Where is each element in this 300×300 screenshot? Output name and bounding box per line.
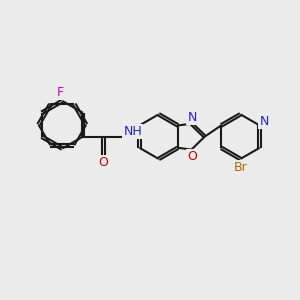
Text: N: N <box>260 115 269 128</box>
Text: F: F <box>56 86 64 99</box>
Text: Br: Br <box>234 161 248 174</box>
Text: N: N <box>187 111 197 124</box>
Text: O: O <box>98 156 108 169</box>
Text: NH: NH <box>124 125 142 138</box>
Text: O: O <box>187 150 197 163</box>
